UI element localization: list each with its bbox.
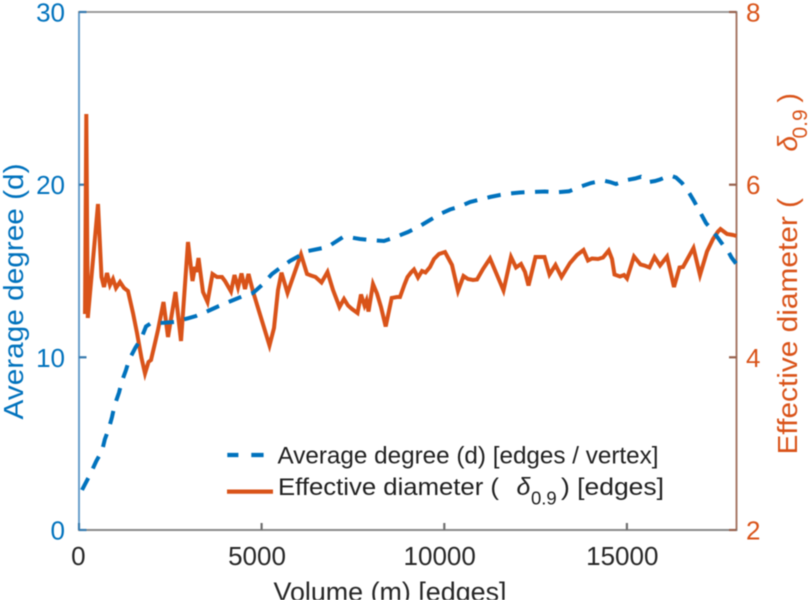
svg-text:δ: δ [517,473,532,501]
svg-text:10: 10 [36,343,65,373]
svg-text:): ) [772,93,803,102]
svg-text:15000: 15000 [586,541,658,571]
svg-text:Average degree (d) [edges / ve: Average degree (d) [edges / vertex] [278,443,659,470]
svg-text:4: 4 [746,343,760,373]
svg-text:0: 0 [51,516,65,546]
svg-text:5000: 5000 [228,541,286,571]
svg-text:10000: 10000 [404,541,476,571]
svg-text:30: 30 [36,0,65,28]
svg-text:Effective diameter (: Effective diameter ( [772,197,803,454]
svg-text:Average degree (d): Average degree (d) [0,164,29,420]
svg-text:2: 2 [746,516,760,546]
svg-text:Volume (m) [edges]: Volume (m) [edges] [274,577,507,600]
svg-text:0.9: 0.9 [531,488,557,509]
svg-text:Effective diameter (: Effective diameter ( [278,474,499,501]
svg-text:) [edges]: ) [edges] [561,474,664,501]
svg-text:8: 8 [746,0,760,28]
svg-text:0.9: 0.9 [789,109,812,138]
svg-text:0: 0 [71,541,85,571]
svg-text:δ: δ [772,136,803,152]
svg-text:6: 6 [746,170,760,200]
svg-text:20: 20 [36,170,65,200]
